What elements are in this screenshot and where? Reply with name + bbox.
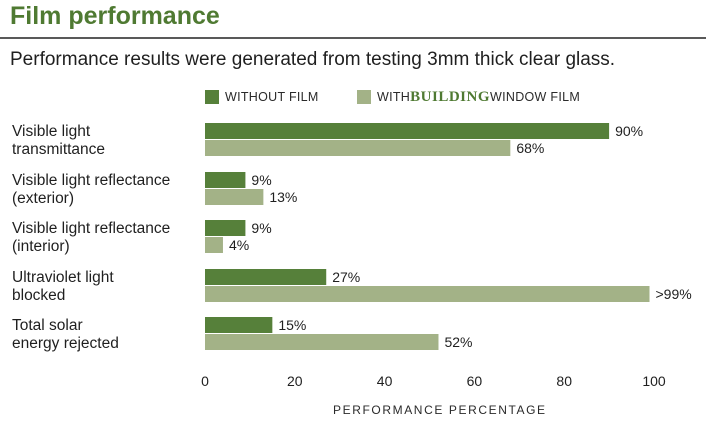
legend-brand-name: BUILDING (410, 88, 490, 105)
x-axis-label: PERFORMANCE PERCENTAGE (333, 403, 547, 417)
data-label-with-film-0: 68% (516, 140, 544, 156)
category-label-line1: Total solar (12, 317, 83, 334)
chart-title: Film performance (10, 2, 220, 30)
legend-label-without-film: WITHOUT FILM (225, 90, 319, 104)
x-tick-label: 80 (556, 373, 572, 389)
legend-label-with-suffix: WINDOW FILM (490, 90, 581, 104)
legend-label-with-prefix: WITH (377, 90, 411, 104)
category-label-4: Total solar energy rejected (12, 317, 119, 353)
data-label-without-film-4: 15% (278, 317, 306, 333)
category-label-line2: (interior) (12, 238, 70, 255)
title-divider (0, 37, 706, 39)
legend-item-with-film: WITH BUILDING WINDOW FILM (357, 89, 580, 105)
chart-subtitle: Performance results were generated from … (10, 49, 616, 70)
category-label-line2: (exterior) (12, 190, 75, 207)
x-tick-label: 100 (642, 373, 666, 389)
data-label-without-film-0: 90% (615, 123, 643, 139)
category-label-3: Ultraviolet light blocked (12, 269, 114, 305)
data-label-with-film-1: 13% (269, 189, 297, 205)
data-label-with-film-3: >99% (656, 286, 692, 302)
data-label-without-film-1: 9% (251, 172, 271, 188)
category-label-line1: Visible light reflectance (12, 172, 171, 189)
bar-without-film-2 (205, 220, 246, 236)
bar-with-film-1 (205, 189, 264, 205)
category-label-0: Visible light transmittance (12, 123, 105, 159)
bar-with-film-4 (205, 334, 439, 350)
bar-without-film-1 (205, 172, 246, 188)
data-label-without-film-3: 27% (332, 269, 360, 285)
category-label-line2: transmittance (12, 141, 106, 158)
bar-without-film-0 (205, 123, 610, 139)
legend-swatch-without-film (205, 90, 219, 104)
category-label-1: Visible light reflectance (exterior) (12, 172, 170, 208)
bar-with-film-3 (205, 286, 650, 302)
data-label-with-film-4: 52% (444, 334, 472, 350)
category-label-line2: blocked (12, 287, 66, 304)
data-label-without-film-2: 9% (251, 220, 271, 236)
bar-without-film-4 (205, 317, 273, 333)
x-tick-label: 60 (467, 373, 483, 389)
data-label-with-film-2: 4% (229, 237, 249, 253)
category-label-line1: Visible light reflectance (12, 220, 171, 237)
x-tick-label: 20 (287, 373, 303, 389)
category-label-line2: energy rejected (12, 335, 119, 352)
category-label-2: Visible light reflectance (interior) (12, 220, 170, 256)
legend-swatch-with-film (357, 90, 371, 104)
bar-with-film-0 (205, 140, 511, 156)
category-label-line1: Visible light (12, 123, 91, 140)
bar-with-film-2 (205, 237, 223, 253)
x-tick-label: 40 (377, 373, 393, 389)
x-tick-label: 0 (201, 373, 209, 389)
legend-item-without-film: WITHOUT FILM (205, 89, 319, 105)
bar-without-film-3 (205, 269, 327, 285)
category-label-line1: Ultraviolet light (12, 269, 114, 286)
